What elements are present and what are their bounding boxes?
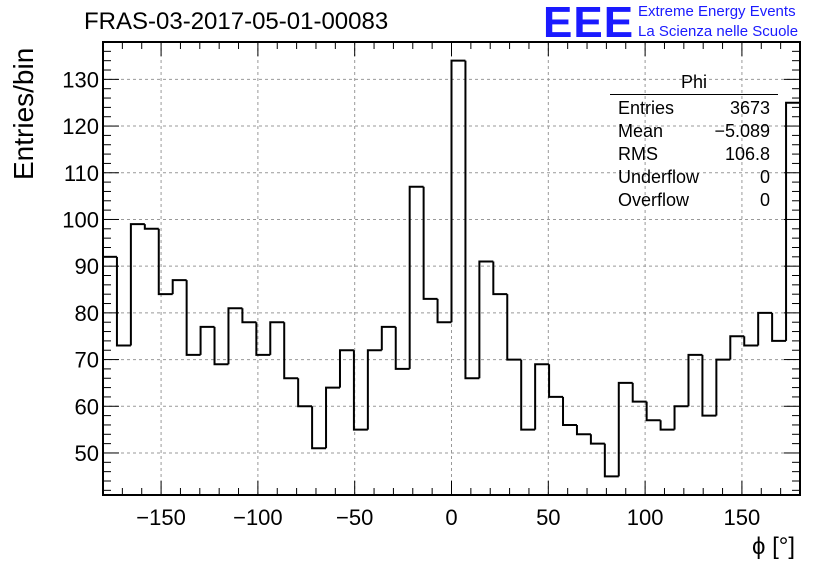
histogram-bin <box>591 434 605 443</box>
stats-row-rms: RMS 106.8 <box>610 143 778 166</box>
stats-label: Overflow <box>618 189 689 212</box>
histogram-bin <box>215 327 229 364</box>
histogram-bin <box>382 327 396 350</box>
histogram-bin <box>201 327 215 355</box>
y-tick-label: 50 <box>75 441 99 466</box>
y-tick-label: 90 <box>75 254 99 279</box>
histogram-bin <box>424 187 438 299</box>
histogram-bin <box>452 61 466 323</box>
y-tick-label: 130 <box>62 67 99 92</box>
logo-line-1: Extreme Energy Events <box>638 3 796 20</box>
histogram-bin <box>563 397 577 425</box>
histogram-bin <box>326 388 340 449</box>
histogram-bin <box>228 308 242 364</box>
histogram-bin <box>549 364 563 397</box>
stats-label: Entries <box>618 97 674 120</box>
histogram-bin <box>145 224 159 229</box>
histogram-bin <box>187 280 201 355</box>
histogram-bin <box>535 364 549 429</box>
stats-value: 3673 <box>730 97 770 120</box>
histogram-bin <box>284 322 298 378</box>
stats-value: −5.089 <box>714 120 770 143</box>
stats-value: 0 <box>760 166 770 189</box>
stats-row-underflow: Underflow 0 <box>610 166 778 189</box>
histogram-bin <box>256 322 270 355</box>
histogram-bin <box>173 280 187 294</box>
x-tick-label: 0 <box>445 505 457 530</box>
histogram-bin <box>772 313 786 341</box>
histogram-bin <box>688 355 702 406</box>
stats-box: Phi Entries 3673 Mean −5.089 RMS 106.8 U… <box>610 72 778 212</box>
histogram-bin <box>340 350 354 387</box>
y-tick-label: 100 <box>62 207 99 232</box>
x-tick-label: 50 <box>536 505 560 530</box>
histogram-bin <box>605 444 619 477</box>
y-tick-label: 110 <box>64 161 99 186</box>
stats-row-mean: Mean −5.089 <box>610 120 778 143</box>
stats-row-overflow: Overflow 0 <box>610 189 778 212</box>
histogram-bin <box>507 294 521 359</box>
stats-value: 0 <box>760 189 770 212</box>
histogram-bin <box>117 257 131 346</box>
stats-value: 106.8 <box>725 143 770 166</box>
x-tick-label: −50 <box>336 505 373 530</box>
x-tick-label: 100 <box>627 505 664 530</box>
stats-name: Phi <box>610 72 778 95</box>
histogram-bin <box>675 406 689 429</box>
histogram-bin <box>758 313 772 346</box>
eee-logo: EEE <box>543 0 634 48</box>
histogram-bin <box>298 378 312 406</box>
histogram-bin <box>270 322 284 355</box>
x-tick-labels: −150 −100 −50 0 50 100 150 <box>136 505 760 530</box>
histogram-bin <box>368 350 382 429</box>
histogram-bin <box>131 224 145 345</box>
y-tick-label: 70 <box>75 348 99 373</box>
x-tick-label: −150 <box>136 505 186 530</box>
histogram-bin <box>479 261 493 378</box>
y-tick-label: 80 <box>75 301 99 326</box>
x-tick-label: 150 <box>724 505 761 530</box>
histogram-bin <box>396 327 410 369</box>
y-axis-label: Entries/bin <box>8 48 40 180</box>
histogram-bin <box>354 350 368 429</box>
histogram-bin <box>661 420 675 429</box>
stats-label: Mean <box>618 120 663 143</box>
histogram-bin <box>410 187 424 369</box>
histogram-bin <box>521 360 535 430</box>
stats-label: RMS <box>618 143 658 166</box>
histogram-bin <box>716 360 730 416</box>
histogram-bin <box>647 402 661 421</box>
y-tick-label: 120 <box>62 114 99 139</box>
logo-line-2: La Scienza nelle Scuole <box>638 23 798 40</box>
histogram-bin <box>242 308 256 322</box>
histogram-bin <box>744 336 758 345</box>
y-tick-labels: 50 60 70 80 90 100 110 120 130 <box>62 67 99 466</box>
histogram-bin <box>619 383 633 476</box>
chart-title: FRAS-03-2017-05-01-00083 <box>84 8 388 36</box>
stats-label: Underflow <box>618 166 699 189</box>
histogram-bin <box>786 103 800 341</box>
y-tick-label: 60 <box>75 394 99 419</box>
histogram-bin <box>633 383 647 402</box>
histogram-bin <box>312 406 326 448</box>
histogram-bin <box>577 425 591 434</box>
histogram-bin <box>438 299 452 322</box>
x-axis-label: ϕ [°] <box>752 533 795 561</box>
x-tick-label: −100 <box>233 505 283 530</box>
stats-row-entries: Entries 3673 <box>610 97 778 120</box>
